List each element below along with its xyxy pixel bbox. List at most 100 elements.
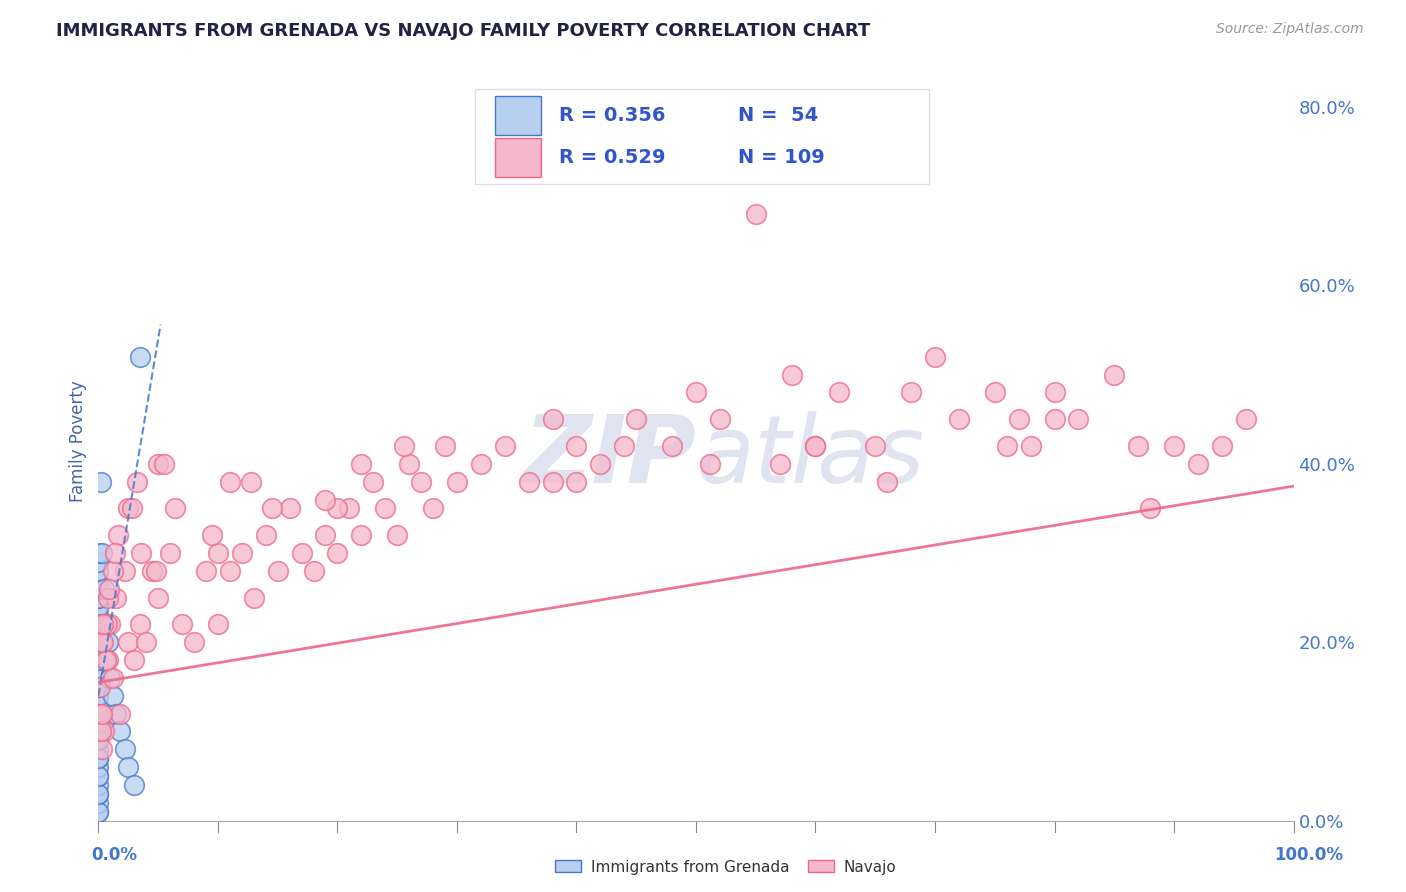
Point — [87, 733, 110, 747]
Text: IMMIGRANTS FROM GRENADA VS NAVAJO FAMILY POVERTY CORRELATION CHART: IMMIGRANTS FROM GRENADA VS NAVAJO FAMILY… — [56, 22, 870, 40]
Point — [93, 724, 115, 739]
Point — [163, 501, 186, 516]
Point — [780, 368, 803, 382]
Point — [117, 760, 139, 774]
Point — [240, 475, 263, 489]
Point — [470, 457, 492, 471]
Point — [1067, 412, 1090, 426]
Point — [91, 617, 114, 632]
Point — [828, 385, 851, 400]
Point — [1187, 457, 1209, 471]
Point — [87, 787, 110, 801]
Point — [114, 742, 136, 756]
Point — [326, 501, 349, 516]
Point — [434, 439, 457, 453]
Point — [207, 617, 229, 632]
Point — [87, 662, 110, 676]
Point — [90, 475, 112, 489]
Point — [995, 439, 1018, 453]
Point — [135, 635, 157, 649]
Point — [101, 689, 124, 703]
Point — [91, 546, 114, 560]
Point — [87, 591, 110, 605]
Point — [446, 475, 468, 489]
Point — [131, 546, 153, 560]
Point — [87, 751, 110, 765]
Point — [87, 796, 110, 810]
Point — [87, 599, 110, 614]
Point — [385, 528, 409, 542]
Point — [613, 439, 636, 453]
Point — [153, 457, 176, 471]
Text: ZIP: ZIP — [523, 410, 696, 503]
FancyBboxPatch shape — [495, 137, 541, 177]
Point — [87, 787, 110, 801]
Point — [148, 591, 170, 605]
Point — [121, 501, 143, 516]
Point — [87, 715, 110, 730]
Point — [87, 653, 110, 667]
Point — [93, 582, 115, 596]
Point — [124, 653, 146, 667]
Text: R = 0.529: R = 0.529 — [558, 148, 665, 167]
Point — [87, 689, 110, 703]
Point — [302, 564, 325, 578]
Point — [411, 475, 433, 489]
Point — [105, 706, 128, 721]
Text: N = 109: N = 109 — [738, 148, 824, 167]
Point — [87, 680, 110, 694]
Text: R = 0.356: R = 0.356 — [558, 106, 665, 125]
Point — [87, 617, 110, 632]
Bar — [808, 860, 834, 872]
Point — [254, 528, 277, 542]
Point — [394, 439, 416, 453]
Point — [374, 501, 396, 516]
Point — [1163, 439, 1185, 453]
Point — [87, 591, 110, 605]
Point — [114, 564, 136, 578]
Point — [89, 680, 111, 694]
Point — [98, 582, 121, 596]
Point — [350, 457, 373, 471]
Point — [87, 608, 110, 623]
Point — [87, 573, 110, 587]
FancyBboxPatch shape — [495, 95, 541, 136]
Point — [804, 439, 827, 453]
Text: atlas: atlas — [696, 411, 924, 502]
Point — [87, 751, 110, 765]
Point — [87, 653, 110, 667]
Point — [94, 653, 117, 667]
Point — [699, 457, 721, 471]
Point — [201, 528, 224, 542]
Point — [87, 778, 110, 792]
Point — [315, 492, 337, 507]
Point — [91, 635, 114, 649]
Point — [260, 501, 283, 516]
Point — [278, 501, 301, 516]
Point — [876, 475, 898, 489]
Text: 0.0%: 0.0% — [91, 846, 138, 863]
Point — [494, 439, 516, 453]
Point — [98, 617, 122, 632]
Point — [984, 385, 1007, 400]
Point — [87, 546, 110, 560]
Point — [87, 626, 110, 640]
Point — [541, 475, 564, 489]
Point — [91, 635, 114, 649]
Point — [87, 733, 110, 747]
Point — [104, 546, 127, 560]
Point — [91, 742, 114, 756]
Point — [91, 617, 114, 632]
Point — [117, 635, 139, 649]
Point — [339, 501, 361, 516]
Text: N =  54: N = 54 — [738, 106, 818, 125]
Point — [87, 617, 110, 632]
Point — [398, 457, 420, 471]
Point — [924, 350, 946, 364]
Point — [207, 546, 229, 560]
Text: Navajo: Navajo — [844, 860, 897, 874]
Point — [685, 385, 707, 400]
Point — [219, 475, 242, 489]
Point — [124, 778, 146, 792]
Point — [87, 564, 110, 578]
